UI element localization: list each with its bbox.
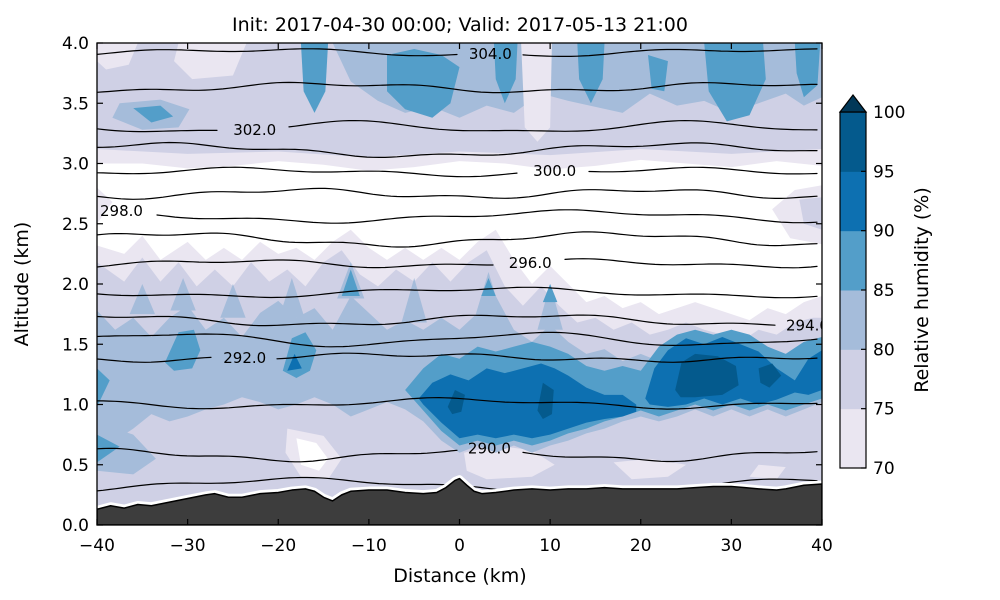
- x-tick-label: 10: [539, 536, 561, 556]
- x-tick-label: 30: [721, 536, 743, 556]
- isentrope-label: 296.0: [509, 254, 552, 272]
- isentrope-label: 294.0: [786, 316, 829, 334]
- y-tick-label: 3.0: [62, 155, 89, 175]
- x-tick-label: −30: [170, 536, 206, 556]
- y-tick-label: 2.5: [62, 215, 89, 235]
- y-tick-label: 1.5: [62, 335, 89, 355]
- colorbar-tick-label: 100: [873, 103, 905, 123]
- isentrope-label: 292.0: [223, 349, 266, 367]
- rh-filled-contours: [97, 43, 822, 525]
- x-tick-label: −10: [351, 536, 387, 556]
- y-tick-label: 0.0: [62, 516, 89, 536]
- isentrope-label: 300.0: [533, 162, 576, 180]
- y-axis-ticks: 0.0 0.5 1.0 1.5 2.0 2.5 3.0 3.5 4.0: [62, 34, 822, 536]
- y-tick-label: 1.0: [62, 396, 89, 416]
- colorbar-tick-label: 85: [873, 281, 895, 301]
- x-axis-ticks: −40 −30 −20 −10 0 10 20 30 40: [79, 43, 833, 556]
- y-axis-label: Altitude (km): [11, 222, 33, 347]
- isentrope-label: 290.0: [468, 440, 511, 458]
- y-tick-label: 4.0: [62, 34, 89, 54]
- plot-title: Init: 2017-04-30 00:00; Valid: 2017-05-1…: [232, 14, 688, 36]
- colorbar-tick-label: 70: [873, 459, 895, 479]
- y-tick-label: 0.5: [62, 456, 89, 476]
- colorbar-tick-label: 90: [873, 222, 895, 242]
- colorbar-tick-label: 95: [873, 162, 895, 182]
- y-tick-label: 3.5: [62, 94, 89, 114]
- colorbar-tick-label: 75: [873, 400, 895, 420]
- isentrope-label: 304.0: [469, 45, 512, 63]
- terrain: [97, 475, 822, 525]
- x-tick-label: −40: [79, 536, 115, 556]
- colorbar-label: Relative humidity (%): [911, 187, 933, 392]
- x-tick-label: 20: [630, 536, 652, 556]
- x-tick-label: −20: [260, 536, 296, 556]
- x-tick-label: 40: [811, 536, 833, 556]
- isentrope-lines: 304.0 302.0 300.0 298.0 296.0 294.0 292.0 290.0: [97, 45, 829, 494]
- isentrope-label: 302.0: [233, 121, 276, 139]
- y-tick-label: 2.0: [62, 275, 89, 295]
- isentrope-label: 298.0: [100, 202, 143, 220]
- x-axis-label: Distance (km): [393, 565, 526, 587]
- colorbar: 70 75 80 85 90 95 100: [838, 94, 905, 479]
- x-tick-label: 0: [454, 536, 465, 556]
- colorbar-tick-label: 80: [873, 340, 895, 360]
